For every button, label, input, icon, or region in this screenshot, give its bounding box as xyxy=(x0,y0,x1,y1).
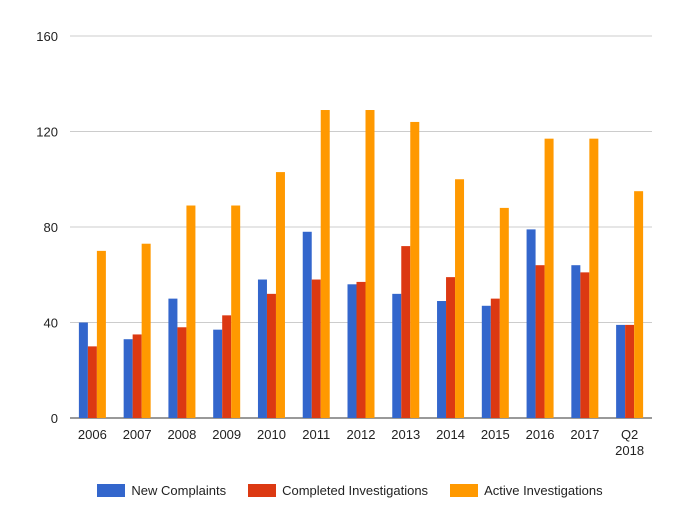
bar-completed-investigations xyxy=(177,327,187,418)
bar-completed-investigations xyxy=(446,277,456,418)
x-tick-label: 2006 xyxy=(78,427,107,442)
bar-new-complaints xyxy=(481,305,491,418)
bar-completed-investigations xyxy=(535,265,545,418)
bar-new-complaints xyxy=(302,231,312,418)
bar-completed-investigations xyxy=(266,293,276,418)
bar-active-investigations xyxy=(320,110,330,418)
x-tick-label: 2010 xyxy=(257,427,286,442)
bar-active-investigations xyxy=(231,205,241,418)
bar-new-complaints xyxy=(526,229,536,418)
legend-item-active-investigations: Active Investigations xyxy=(450,483,603,498)
x-tick-label: 2013 xyxy=(391,427,420,442)
bar-completed-investigations xyxy=(132,334,142,418)
x-tick-label: 2012 xyxy=(347,427,376,442)
x-tick-label: 2014 xyxy=(436,427,465,442)
bar-chart: 0 40 80 120 160 2006 2007 2008 2009 2010 2011 2012… xyxy=(36,29,652,458)
legend-label-active-investigations: Active Investigations xyxy=(484,483,603,498)
bar-active-investigations xyxy=(141,243,151,418)
legend-label-new-complaints: New Complaints xyxy=(131,483,227,498)
y-tick-label: 160 xyxy=(36,29,58,44)
bar-active-investigations xyxy=(410,121,420,418)
x-tick-label: 2017 xyxy=(570,427,599,442)
bar-active-investigations xyxy=(365,110,375,418)
bar-completed-investigations xyxy=(580,272,590,418)
bar-completed-investigations xyxy=(490,298,500,418)
bar-active-investigations xyxy=(499,207,509,418)
legend: New Complaints Completed Investigations … xyxy=(0,483,700,498)
bar-new-complaints xyxy=(347,284,357,418)
legend-item-new-complaints: New Complaints xyxy=(97,483,226,498)
legend-swatch-active-investigations xyxy=(450,484,479,497)
bar-new-complaints xyxy=(571,265,581,418)
legend-swatch-completed-investigations xyxy=(248,484,277,497)
gridlines xyxy=(70,35,652,419)
y-axis-tick-labels: 0 40 80 120 160 xyxy=(36,29,58,426)
x-tick-label: 2011 xyxy=(302,427,330,442)
bar-completed-investigations xyxy=(222,315,232,418)
x-tick-label: 2016 xyxy=(526,427,555,442)
bar-completed-investigations xyxy=(87,346,97,418)
bar-new-complaints xyxy=(168,298,178,418)
x-axis-tick-labels: 2006 2007 2008 2009 2010 2011 2012 2013 2014 2015… xyxy=(78,427,644,458)
legend-label-completed-investigations: Completed Investigations xyxy=(282,483,429,498)
bar-new-complaints xyxy=(123,339,133,418)
x-tick-label: 2009 xyxy=(212,427,241,442)
bar-active-investigations xyxy=(186,205,196,418)
bar-new-complaints xyxy=(78,322,88,418)
bars xyxy=(78,110,644,418)
bar-active-investigations xyxy=(634,191,644,418)
x-tick-label: 2015 xyxy=(481,427,510,442)
bar-new-complaints xyxy=(616,324,626,418)
bar-new-complaints xyxy=(437,301,447,418)
y-tick-label: 40 xyxy=(44,316,58,331)
bar-active-investigations xyxy=(544,138,554,418)
legend-swatch-new-complaints xyxy=(97,484,126,497)
bar-new-complaints xyxy=(213,329,223,418)
y-tick-label: 120 xyxy=(36,125,58,140)
bar-active-investigations xyxy=(589,138,599,418)
bar-active-investigations xyxy=(455,179,465,418)
bar-completed-investigations xyxy=(401,246,411,418)
bar-completed-investigations xyxy=(311,279,321,418)
bar-new-complaints xyxy=(257,279,267,418)
y-tick-label: 80 xyxy=(44,220,58,235)
y-tick-label: 0 xyxy=(51,411,58,426)
bar-active-investigations xyxy=(96,250,106,418)
x-tick-label: 2007 xyxy=(123,427,152,442)
x-tick-label: 2008 xyxy=(167,427,196,442)
legend-item-completed-investigations: Completed Investigations xyxy=(248,483,428,498)
bar-completed-investigations xyxy=(625,324,635,418)
bar-new-complaints xyxy=(392,293,402,418)
bar-completed-investigations xyxy=(356,281,366,418)
bar-active-investigations xyxy=(275,172,285,418)
x-tick-label: Q2 2018 xyxy=(615,427,644,458)
